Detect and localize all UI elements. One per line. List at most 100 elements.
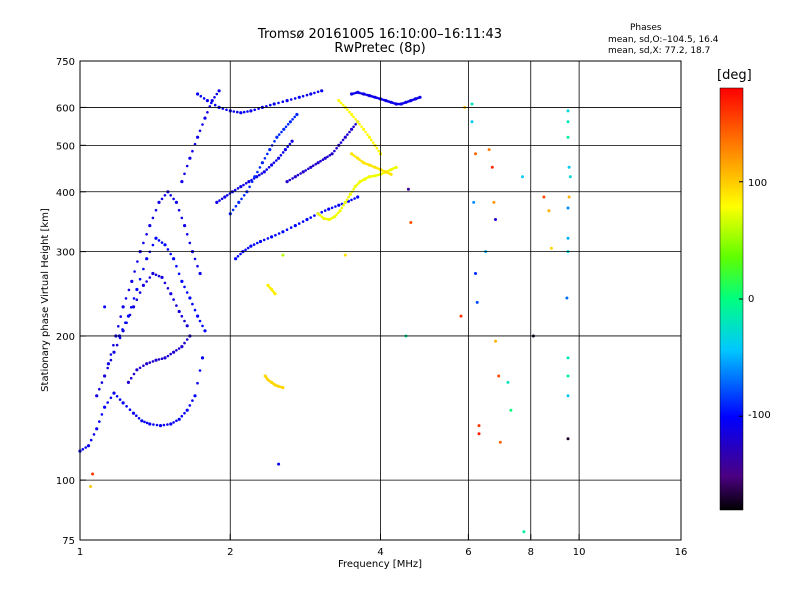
echo-point [323, 156, 327, 160]
echo-point [275, 135, 279, 139]
echo-point [246, 246, 250, 250]
echo-point [267, 166, 271, 169]
echo-point [282, 127, 286, 131]
echo-point [258, 166, 262, 169]
echo-point [154, 208, 158, 212]
echo-point [347, 195, 350, 199]
echo-point [358, 158, 361, 161]
echo-point [309, 216, 313, 219]
echo-point [567, 165, 571, 169]
echo-point [119, 315, 122, 318]
echo-point [183, 224, 187, 228]
echo-point [234, 257, 238, 261]
y-tick-label: 100 [56, 476, 75, 487]
echo-point [196, 264, 199, 268]
echo-point [339, 141, 343, 144]
echo-point [237, 200, 241, 204]
echo-point [340, 206, 344, 210]
echo-point [174, 200, 178, 204]
echo-point [246, 110, 249, 113]
echo-trace [350, 152, 393, 176]
echo-point [304, 169, 308, 172]
echo-point [109, 358, 113, 362]
echo-point [418, 95, 422, 99]
echo-point [296, 173, 300, 177]
echo-point [180, 345, 184, 349]
colorbar-tick-minus-100: -100 [748, 410, 771, 421]
echo-point [367, 135, 371, 139]
echo-point [198, 271, 202, 276]
echo-point [566, 236, 570, 240]
echo-point [172, 257, 176, 261]
echo-point [279, 154, 283, 157]
phases-title: Phases [630, 23, 662, 33]
echo-point [472, 200, 476, 204]
echo-point [343, 200, 347, 204]
echo-point [316, 90, 320, 94]
echo-point [172, 298, 175, 301]
echo-point [268, 148, 272, 152]
echo-point [301, 94, 305, 98]
echo-point [272, 102, 276, 106]
echo-point [121, 305, 125, 309]
echo-point [118, 398, 122, 401]
echo-point [142, 267, 145, 271]
echo-point [330, 152, 334, 156]
echo-point [567, 195, 571, 199]
echo-point [323, 209, 327, 212]
echo-point [160, 241, 164, 244]
echo-point [145, 280, 148, 283]
echo-point [95, 427, 99, 431]
echo-point [352, 187, 355, 191]
echo-point [135, 414, 138, 418]
echo-point [175, 349, 178, 352]
echo-point [566, 374, 570, 378]
echo-point [314, 162, 318, 166]
echo-point [175, 264, 178, 268]
echo-point [128, 408, 132, 412]
echo-point [121, 328, 124, 331]
echo-point [269, 103, 272, 107]
echo-point [140, 419, 144, 423]
echo-trace [263, 374, 285, 390]
echo-point [135, 298, 139, 302]
echo-point [103, 305, 107, 309]
echo-point [293, 97, 297, 100]
echo-point [169, 352, 172, 356]
echo-point [132, 372, 136, 376]
echo-point [284, 125, 288, 129]
echo-point [175, 304, 178, 307]
echo-point [242, 194, 246, 197]
echo-point [490, 165, 494, 169]
echo-point [185, 164, 189, 168]
echo-point [109, 396, 113, 400]
echo-point [270, 163, 274, 167]
echo-point [337, 99, 341, 103]
echo-point [145, 362, 149, 366]
y-tick-label: 75 [62, 536, 75, 547]
echo-point [320, 210, 324, 214]
echo-point [249, 244, 253, 248]
echo-point [350, 112, 354, 117]
echo-point [265, 105, 268, 108]
echo-point [346, 133, 349, 136]
echo-point [335, 213, 338, 216]
echo-trace [316, 165, 398, 222]
echo-point [210, 101, 213, 105]
echo-point [151, 216, 155, 220]
echo-point [477, 424, 481, 428]
echo-point [172, 197, 175, 201]
echo-point [309, 92, 313, 96]
echo-point [172, 421, 175, 424]
echo-point [143, 420, 146, 424]
echo-point [169, 292, 173, 296]
echo-point [565, 296, 569, 300]
echo-point [353, 197, 356, 200]
echo-point [191, 149, 194, 153]
echo-point [236, 187, 240, 190]
echo-point [106, 401, 109, 404]
echo-point [394, 165, 398, 169]
echo-point [89, 485, 93, 488]
echo-point [375, 146, 379, 150]
echo-point [285, 180, 289, 184]
